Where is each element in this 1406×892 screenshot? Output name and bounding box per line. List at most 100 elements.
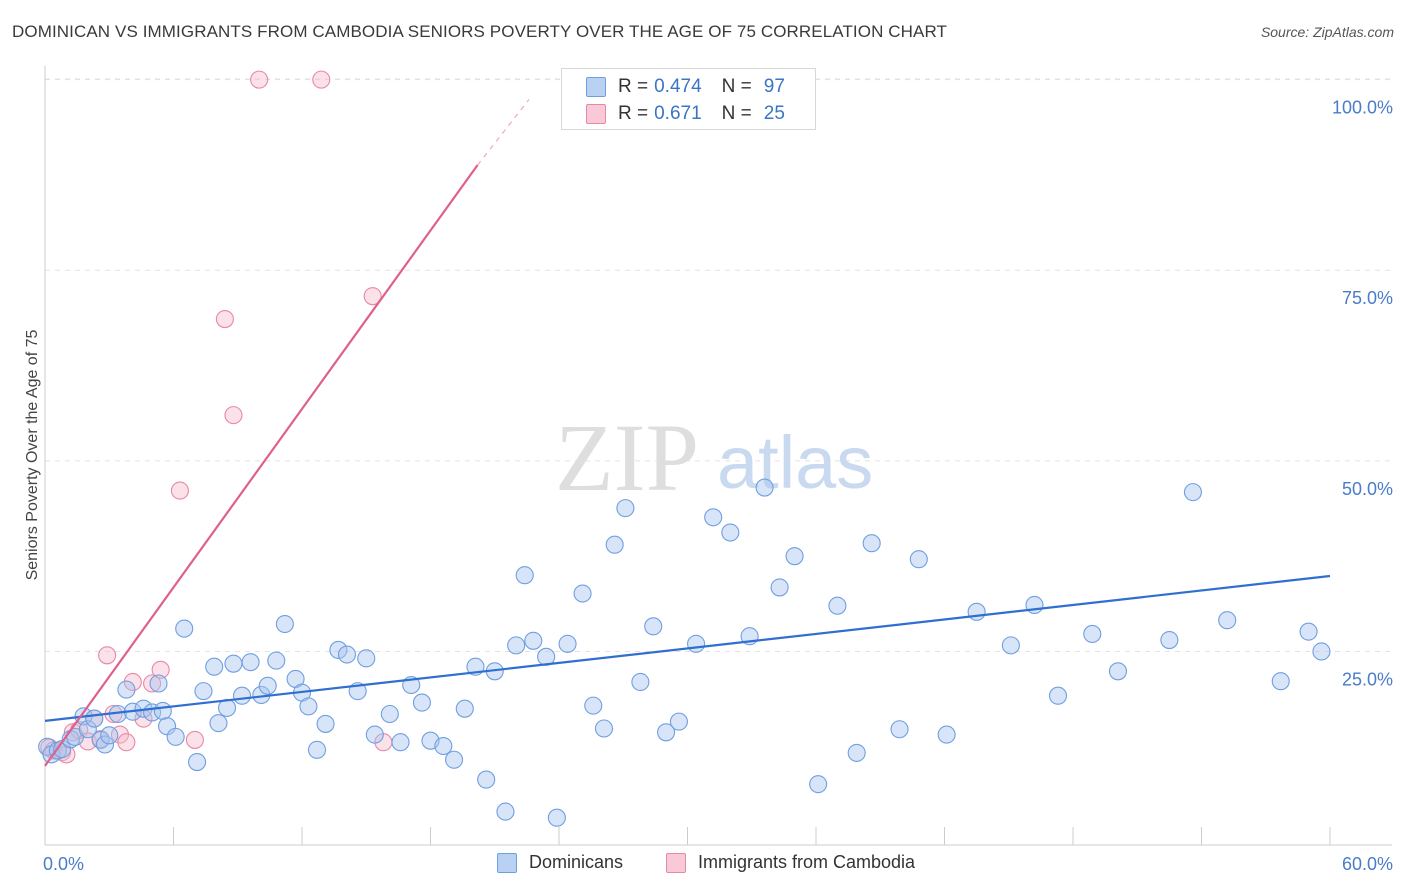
- dominican-point: [515, 566, 534, 585]
- dominican-point: [391, 733, 410, 752]
- legend-r-label: R =: [618, 76, 649, 97]
- dominican-point: [1218, 611, 1237, 630]
- cambodia-point: [143, 674, 162, 693]
- dominican-point: [299, 697, 318, 716]
- dominican-point: [605, 535, 624, 554]
- dominican-point: [78, 720, 97, 739]
- dominican-point: [1271, 672, 1290, 691]
- dominican-trendline: [44, 574, 1331, 722]
- dominican-point: [412, 693, 431, 712]
- y-tick-label: 25.0%: [1342, 669, 1393, 689]
- dominican-point: [380, 704, 399, 724]
- dominican-point: [455, 699, 474, 718]
- legend-row-cambodia: R = 0.671 N = 25: [586, 102, 785, 126]
- cambodia-point: [170, 481, 189, 500]
- cambodia-point: [117, 733, 136, 752]
- dominican-point: [153, 701, 172, 721]
- dominican-point: [1312, 642, 1331, 661]
- dominican-point: [1160, 630, 1179, 650]
- bottom-legend: Dominicans Immigrants from Cambodia: [0, 852, 1406, 878]
- grid-layer: [45, 78, 1392, 652]
- legend-swatch-dominicans: [586, 77, 606, 97]
- dominican-point: [100, 726, 119, 745]
- cambodia-point: [123, 672, 142, 692]
- legend-r-label: R =: [618, 103, 649, 124]
- watermark-atlas: atlas: [717, 421, 873, 504]
- dominican-point: [205, 657, 224, 676]
- dominican-point: [337, 645, 357, 664]
- dominican-point: [547, 808, 566, 827]
- dominican-point: [1083, 624, 1102, 643]
- y-tick-label: 100.0%: [1332, 98, 1393, 118]
- dominican-point: [937, 725, 956, 744]
- cambodia-point: [363, 287, 382, 306]
- dominican-point: [357, 649, 376, 668]
- cambodia-point: [98, 646, 117, 665]
- legend-label-dominicans: Dominicans: [529, 852, 624, 872]
- y-axis-title: Seniors Poverty Over the Age of 75: [24, 330, 41, 581]
- cambodia-trendline-extension: [477, 99, 530, 166]
- watermark: ZIP atlas: [555, 404, 873, 511]
- dominican-point: [329, 640, 348, 660]
- dominican-point: [232, 686, 252, 705]
- dominican-point: [1183, 483, 1202, 502]
- dominican-point: [644, 617, 663, 636]
- dominican-point: [1001, 636, 1020, 655]
- dominican-point: [166, 727, 185, 746]
- legend-item-dominicans[interactable]: Dominicans: [497, 852, 623, 873]
- axis-layer: 25.0% 50.0% 75.0% 100.0% 0.0% 60.0%: [43, 66, 1393, 874]
- cambodia-point: [215, 309, 234, 329]
- dominican-point: [721, 523, 740, 542]
- dominican-point: [117, 680, 136, 699]
- cambodia-point: [250, 70, 269, 89]
- dominican-point: [770, 578, 789, 597]
- dominican-points: [38, 478, 1331, 827]
- dominican-point: [704, 508, 723, 527]
- dominican-point: [524, 631, 543, 650]
- dominican-point: [445, 750, 464, 769]
- cambodia-point: [312, 70, 331, 89]
- dominican-point: [267, 651, 286, 670]
- legend-box: R = 0.474 N = 97 R = 0.671 N = 25: [561, 68, 816, 130]
- dominican-point: [558, 634, 577, 653]
- y-tick-label: 50.0%: [1342, 479, 1393, 499]
- dominican-point: [477, 770, 496, 789]
- dominican-point: [573, 584, 592, 603]
- legend-r-value: 0.474: [654, 76, 702, 97]
- dominican-point: [594, 719, 614, 738]
- dominican-point: [188, 752, 207, 772]
- dominican-point: [434, 736, 453, 756]
- legend-r-value: 0.671: [654, 103, 702, 124]
- legend-item-cambodia[interactable]: Immigrants from Cambodia: [666, 852, 915, 873]
- dominican-point: [687, 634, 706, 653]
- trend-layer: [44, 99, 1331, 767]
- cambodia-point: [185, 730, 204, 749]
- dominican-point: [584, 696, 603, 715]
- dominican-point: [847, 743, 866, 762]
- dominican-point: [631, 672, 650, 692]
- cambodia-point: [151, 660, 170, 679]
- dominican-point: [862, 534, 881, 553]
- legend-swatch-cambodia: [586, 104, 606, 124]
- dominican-point: [224, 654, 243, 673]
- dominican-point: [316, 714, 335, 733]
- dominican-point: [365, 725, 384, 744]
- dominican-point: [809, 775, 828, 794]
- legend-n-value: 25: [763, 103, 785, 124]
- y-tick-label: 75.0%: [1342, 288, 1393, 308]
- dominican-point: [1048, 686, 1068, 705]
- x-tick-label: 0.0%: [43, 854, 84, 874]
- dominican-point: [909, 550, 928, 569]
- dominican-point: [209, 714, 228, 733]
- legend-swatch-cambodia: [666, 852, 686, 873]
- source-label: Source: ZipAtlas.com: [1260, 24, 1394, 40]
- legend-label-cambodia: Immigrants from Cambodia: [698, 852, 916, 872]
- dominican-point: [669, 712, 688, 731]
- dominican-point: [616, 499, 635, 518]
- dominican-point: [657, 723, 676, 742]
- dominican-point: [785, 547, 804, 566]
- dominican-point: [890, 720, 909, 739]
- legend-n-label: N =: [721, 76, 752, 97]
- dominican-point: [967, 602, 986, 621]
